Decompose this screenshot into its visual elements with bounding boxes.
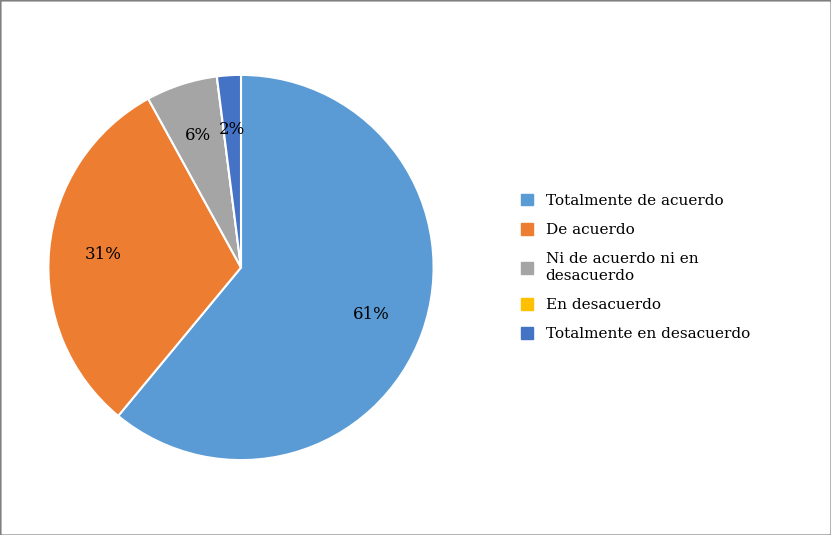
Wedge shape <box>148 77 241 268</box>
Wedge shape <box>48 99 241 416</box>
Wedge shape <box>217 75 241 268</box>
Wedge shape <box>118 75 434 460</box>
Legend: Totalmente de acuerdo, De acuerdo, Ni de acuerdo ni en
desacuerdo, En desacuerdo: Totalmente de acuerdo, De acuerdo, Ni de… <box>514 186 757 349</box>
Text: 2%: 2% <box>219 120 245 137</box>
Text: 6%: 6% <box>185 127 211 144</box>
Text: 61%: 61% <box>353 306 390 323</box>
Wedge shape <box>217 77 241 268</box>
Text: 31%: 31% <box>85 246 121 263</box>
